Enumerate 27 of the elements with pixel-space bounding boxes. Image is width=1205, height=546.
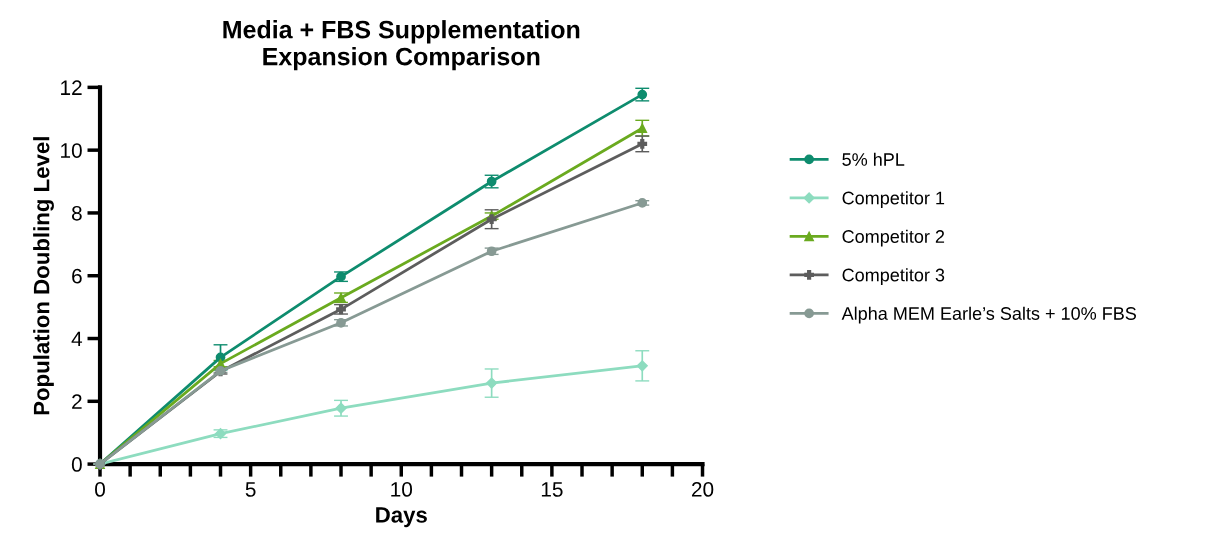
point (486, 246, 497, 257)
point (336, 317, 346, 328)
x-tick-label: 5 (245, 482, 256, 497)
y-tick-label: 12 (61, 80, 82, 95)
y-tick-label: 0 (71, 457, 82, 472)
legend-label: 5% hPL (842, 152, 905, 166)
y-tick-label: 2 (72, 394, 82, 409)
y-tick-label: 8 (71, 205, 82, 221)
legend-label: Alpha MEM Earle’s Salts + 10% FBS (841, 306, 1136, 324)
point (637, 123, 648, 134)
point (637, 139, 648, 149)
chart-title: Media + FBS Supplementation Expansion Comparison (223, 20, 580, 71)
legend-label: Competitor 2 (842, 229, 945, 247)
x-tick-label: 10 (391, 482, 413, 497)
x-tick-label: 0 (95, 482, 105, 497)
legend-label: Competitor 1 (842, 191, 945, 208)
legend-label: Competitor 3 (842, 268, 945, 285)
point (486, 377, 498, 389)
y-tick-label: 6 (72, 268, 82, 284)
x-axis-title: Days (376, 507, 427, 528)
point (637, 198, 648, 208)
y-tick-label: 10 (61, 143, 82, 158)
point (636, 360, 648, 372)
y-axis-title: Population Doubling Level (33, 137, 54, 415)
x-tick-label: 15 (541, 482, 563, 497)
x-tick-label: 20 (691, 482, 714, 497)
y-tick-label: 4 (71, 331, 83, 347)
